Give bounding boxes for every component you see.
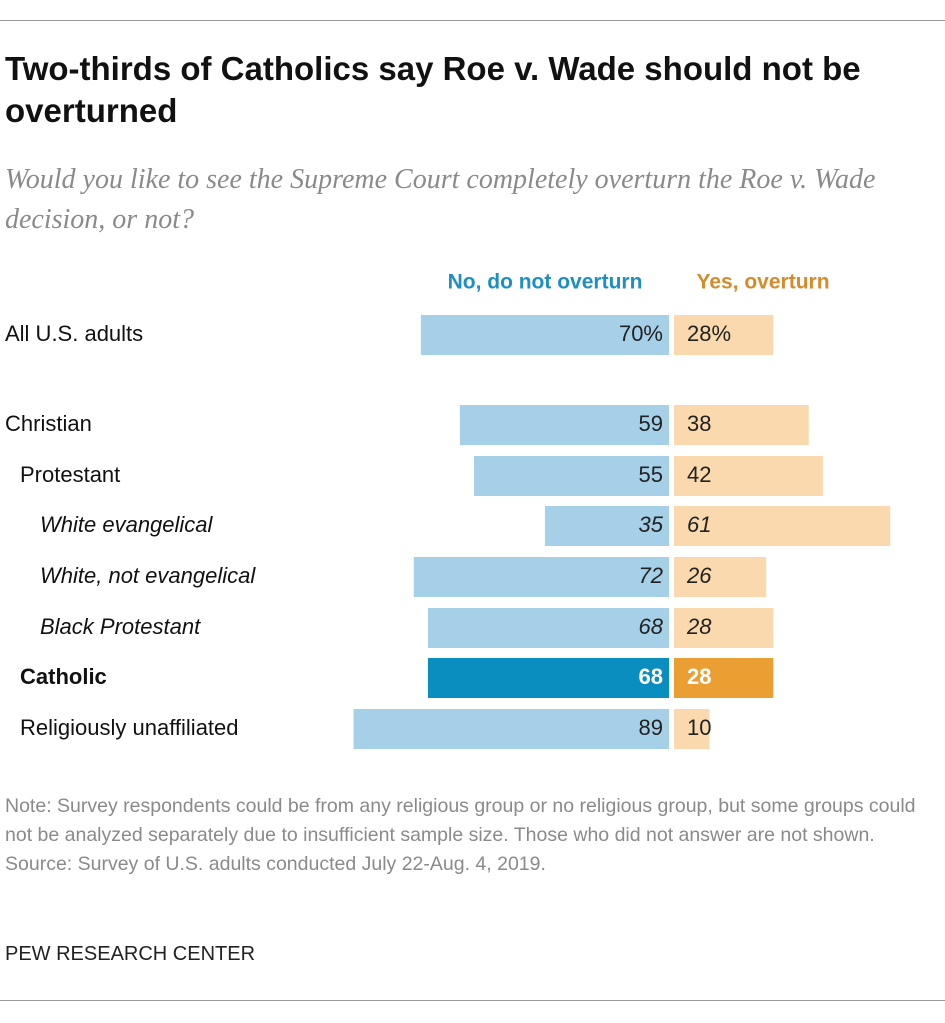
chart-title: Two-thirds of Catholics say Roe v. Wade …	[5, 50, 861, 129]
category-label: White evangelical	[40, 512, 214, 537]
bar-no	[427, 658, 669, 698]
value-label: 70%	[619, 321, 663, 346]
value-label: 26	[686, 563, 712, 588]
value-label: 35	[639, 512, 664, 537]
bar-yes	[674, 557, 767, 597]
category-label: Catholic	[20, 664, 107, 689]
value-label: 68	[639, 614, 664, 639]
bar-no	[459, 405, 669, 445]
value-label: 61	[687, 512, 711, 537]
category-label: Black Protestant	[40, 614, 201, 639]
value-label: 55	[639, 462, 663, 487]
legend-label: Yes, overturn	[696, 271, 829, 294]
bar-yes	[674, 456, 823, 496]
bar-yes	[674, 405, 809, 445]
category-label: Protestant	[20, 462, 120, 487]
bar-yes	[674, 658, 774, 698]
category-label: White, not evangelical	[40, 563, 256, 588]
bar-no	[353, 709, 669, 749]
bar-no	[474, 456, 669, 496]
value-label: 68	[639, 664, 663, 689]
value-label: 59	[639, 411, 663, 436]
value-label: 28	[686, 614, 712, 639]
note: Note: Survey respondents could be from a…	[5, 795, 916, 846]
bar-no	[413, 557, 669, 597]
notes: Note: Survey respondents could be from a…	[5, 792, 940, 879]
value-label: 42	[687, 462, 711, 487]
bar-yes	[674, 709, 710, 749]
value-label: 28	[687, 664, 711, 689]
category-label: All U.S. adults	[5, 321, 143, 346]
value-label: 72	[639, 563, 663, 588]
value-label: 38	[687, 411, 711, 436]
bottom-rule	[0, 1000, 945, 1001]
bar-no	[420, 315, 669, 355]
value-label: 89	[639, 715, 663, 740]
credit: PEW RESEARCH CENTER	[5, 943, 256, 965]
bar-yes	[674, 315, 774, 355]
chart-subtitle: Would you like to see the Supreme Court …	[5, 164, 876, 235]
category-label: Christian	[5, 411, 92, 436]
bar-no	[544, 506, 669, 546]
top-rule	[0, 20, 945, 21]
value-label: 10	[687, 715, 711, 740]
legend-label: No, do not overturn	[448, 271, 643, 294]
source: Source: Survey of U.S. adults conducted …	[5, 853, 546, 875]
bar-yes	[674, 608, 774, 648]
value-label: 28%	[687, 321, 731, 346]
bar-no	[427, 608, 669, 648]
bar-yes	[674, 506, 891, 546]
category-label: Religiously unaffiliated	[20, 715, 239, 740]
